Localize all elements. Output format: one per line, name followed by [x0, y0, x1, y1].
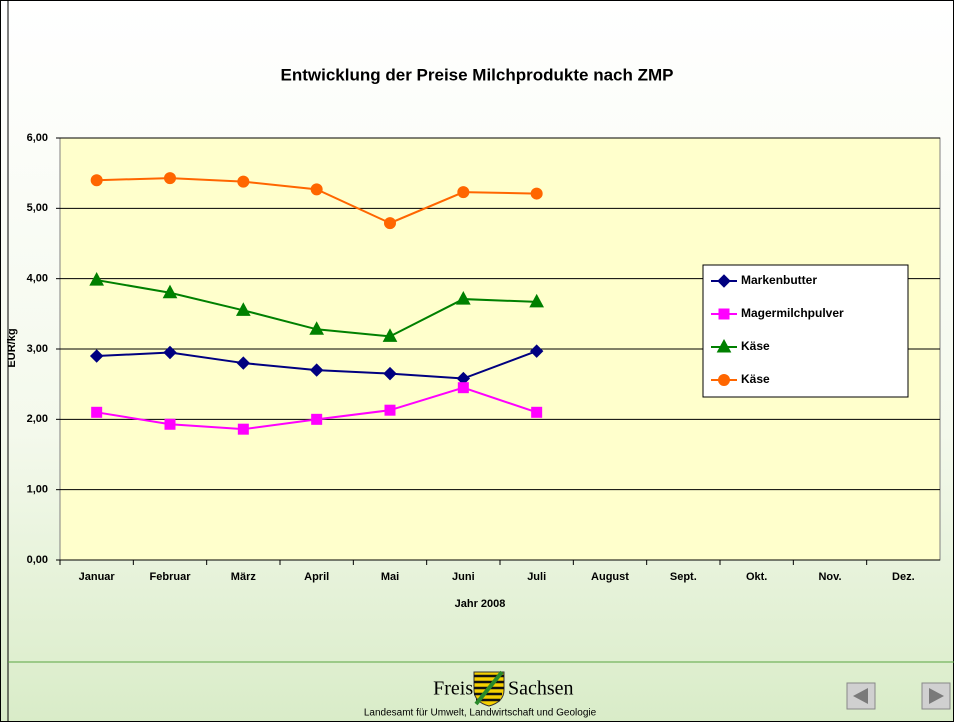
marker [384, 217, 396, 230]
legend-label: Magermilchpulver [741, 306, 844, 320]
legend-label: Käse [741, 339, 770, 353]
x-tick-label: Januar [79, 571, 116, 583]
legend: Markenbutter Magermilchpulver Käse Käse [702, 264, 909, 398]
marker [235, 302, 251, 316]
marker [384, 404, 396, 416]
marker [309, 321, 325, 335]
x-axis-label: Jahr 2008 [455, 598, 506, 610]
legend-box [702, 264, 909, 398]
legend-label: Markenbutter [741, 273, 817, 287]
marker [164, 418, 176, 430]
y-tick-label: 5,00 [27, 202, 48, 214]
y-tick-label: 0,00 [27, 554, 48, 566]
marker [530, 187, 543, 200]
marker [236, 356, 251, 370]
emblem [473, 670, 505, 707]
marker [529, 293, 545, 308]
marker [237, 423, 249, 435]
agency: Landesamt für Umwelt, Landwirtschaft und… [364, 708, 597, 719]
marker [164, 172, 176, 185]
x-tick-label: Dez. [892, 571, 915, 583]
nav-next[interactable] [921, 682, 951, 710]
x-tick-label: Okt. [746, 571, 767, 583]
marker [717, 274, 731, 288]
y-tick-label: 1,00 [27, 484, 48, 496]
marker [310, 183, 323, 196]
marker [162, 284, 178, 299]
x-tick-label: August [591, 571, 629, 583]
y-tick-label: 6,00 [27, 132, 48, 144]
marker [309, 363, 324, 377]
marker [531, 406, 543, 418]
nav-prev[interactable] [846, 682, 876, 710]
marker [90, 174, 103, 187]
marker [455, 291, 471, 305]
marker [311, 413, 323, 425]
x-tick-label: März [231, 571, 257, 583]
legend-label: Käse [741, 372, 770, 386]
marker [716, 338, 732, 353]
marker [91, 406, 103, 418]
marker [718, 308, 730, 320]
y-tick-label: 2,00 [27, 413, 48, 425]
marker [382, 328, 398, 342]
x-tick-label: Sept. [670, 571, 697, 583]
marker [529, 344, 544, 358]
marker [89, 349, 104, 363]
brand-right: Sachsen [508, 678, 574, 700]
marker [163, 345, 177, 360]
y-tick-label: 4,00 [27, 273, 48, 285]
x-tick-label: Mai [381, 571, 399, 583]
marker [89, 272, 105, 286]
x-tick-label: April [304, 571, 329, 583]
marker [457, 382, 469, 394]
y-axis-label: EUR/kg [6, 328, 18, 367]
x-tick-label: Nov. [818, 571, 841, 583]
x-tick-label: Juni [452, 571, 475, 583]
marker [718, 374, 730, 386]
marker [383, 366, 397, 381]
x-tick-label: Februar [150, 571, 192, 583]
marker [457, 186, 470, 199]
chart-title: Entwicklung der Preise Milchprodukte nac… [281, 65, 674, 84]
x-tick-label: Juli [527, 571, 546, 583]
marker [237, 175, 250, 188]
y-tick-label: 3,00 [27, 343, 48, 355]
